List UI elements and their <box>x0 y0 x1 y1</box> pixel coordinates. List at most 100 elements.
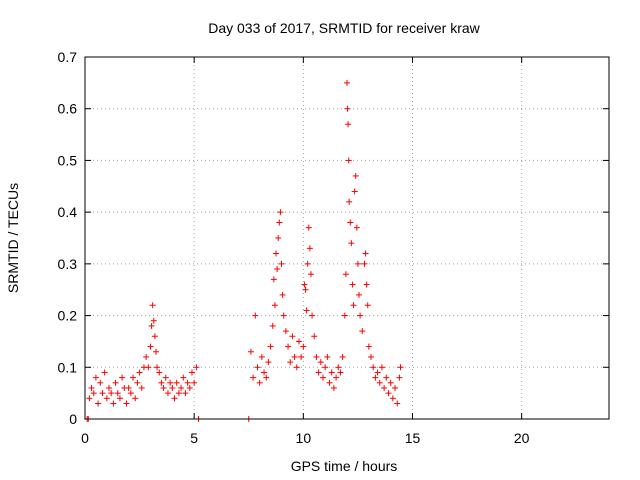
data-point <box>356 291 363 298</box>
data-point <box>385 390 392 397</box>
data-point <box>108 390 115 397</box>
data-point <box>184 379 191 386</box>
axis-ticks: 0 0.1 0.2 0.3 0.4 0.5 0.6 0.7 0 5 10 15 20 <box>58 49 609 446</box>
data-point <box>103 395 110 402</box>
x-tick-label: 15 <box>405 430 421 446</box>
y-tick-label: 0.3 <box>58 256 78 272</box>
data-point <box>130 374 137 381</box>
data-point <box>324 353 331 360</box>
data-point <box>309 312 316 319</box>
data-point <box>341 312 348 319</box>
data-point <box>352 172 359 179</box>
data-point <box>278 260 285 267</box>
data-point <box>143 353 150 360</box>
y-tick-label: 0.1 <box>58 359 78 375</box>
data-point <box>376 379 383 386</box>
data-point <box>263 374 270 381</box>
data-point <box>363 281 370 288</box>
data-point <box>254 364 261 371</box>
data-point <box>328 369 335 376</box>
data-point <box>112 379 119 386</box>
data-point <box>106 384 113 391</box>
data-point <box>345 157 352 164</box>
data-point <box>171 395 178 402</box>
data-point <box>335 364 342 371</box>
data-point <box>378 364 385 371</box>
data-point <box>252 312 259 319</box>
data-point <box>182 390 189 397</box>
data-point <box>274 266 281 273</box>
data-point <box>147 343 154 350</box>
data-point <box>270 276 277 283</box>
data-point <box>134 379 141 386</box>
data-point <box>370 364 377 371</box>
data-point <box>293 364 300 371</box>
data-point <box>362 250 369 257</box>
data-point <box>345 121 352 128</box>
data-point <box>123 400 130 407</box>
data-point <box>191 379 198 386</box>
data-point <box>317 359 324 366</box>
data-point <box>175 390 182 397</box>
data-point <box>333 374 340 381</box>
data-point <box>164 390 171 397</box>
data-point <box>351 188 358 195</box>
data-point <box>322 364 329 371</box>
data-point <box>125 384 132 391</box>
data-point <box>397 364 404 371</box>
y-tick-label: 0.5 <box>58 152 78 168</box>
data-point <box>365 343 372 350</box>
data-point <box>256 379 263 386</box>
data-point <box>114 390 121 397</box>
data-point <box>247 348 254 355</box>
data-point <box>387 379 394 386</box>
data-point <box>305 224 312 231</box>
data-point <box>132 395 139 402</box>
data-point <box>151 333 158 340</box>
data-point <box>359 328 366 335</box>
data-point <box>354 260 361 267</box>
data-point <box>330 384 337 391</box>
x-tick-label: 5 <box>190 430 198 446</box>
x-tick-label: 20 <box>514 430 530 446</box>
data-point <box>287 359 294 366</box>
data-point <box>291 353 298 360</box>
data-point <box>361 260 368 267</box>
data-point <box>167 379 174 386</box>
data-point <box>301 281 308 288</box>
data-point <box>349 281 356 288</box>
y-tick-label: 0.6 <box>58 101 78 117</box>
data-point <box>326 379 333 386</box>
data-point <box>178 384 185 391</box>
data-point <box>389 395 396 402</box>
data-point <box>95 400 102 407</box>
data-point <box>258 353 265 360</box>
data-point <box>304 260 311 267</box>
data-point <box>392 384 399 391</box>
data-point <box>250 374 257 381</box>
data-point <box>350 302 357 309</box>
data-point <box>313 353 320 360</box>
data-point <box>279 291 286 298</box>
data-point <box>169 384 176 391</box>
data-point <box>368 353 375 360</box>
data-point <box>149 302 156 309</box>
data-point <box>280 312 287 319</box>
grid <box>85 57 609 419</box>
data-point <box>127 390 134 397</box>
x-tick-label: 10 <box>296 430 312 446</box>
data-point <box>116 395 123 402</box>
data-point <box>97 379 104 386</box>
data-point <box>101 369 108 376</box>
data-point <box>394 400 401 407</box>
data-point <box>271 302 278 309</box>
data-point <box>193 364 200 371</box>
data-point <box>302 286 309 293</box>
data-point <box>158 379 165 386</box>
data-point <box>306 245 313 252</box>
data-point <box>267 343 274 350</box>
data-point <box>110 400 117 407</box>
data-point <box>86 395 93 402</box>
data-point <box>188 369 195 376</box>
data-point <box>145 364 152 371</box>
